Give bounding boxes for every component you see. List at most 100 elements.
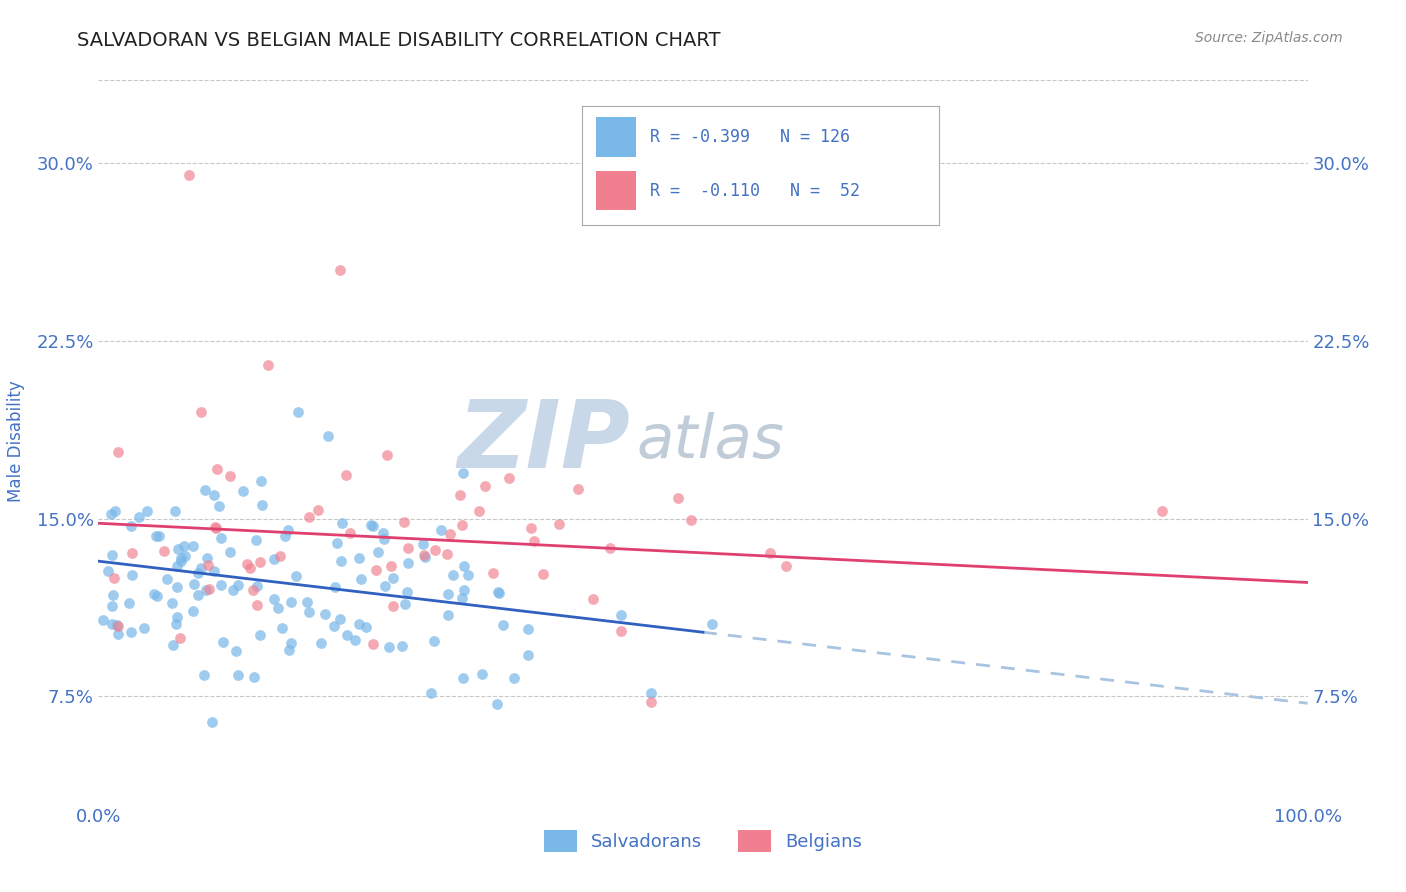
Text: SALVADORAN VS BELGIAN MALE DISABILITY CORRELATION CHART: SALVADORAN VS BELGIAN MALE DISABILITY CO… (77, 31, 721, 50)
Point (170, 550, 193, 565)
Text: atlas: atlas (637, 412, 785, 471)
Point (298, 605, 321, 619)
Point (169, 632, 191, 646)
Point (118, 596, 141, 610)
Point (486, 585, 509, 599)
Point (437, 587, 460, 601)
Point (246, 579, 269, 593)
Point (360, 517, 382, 532)
Text: Source: ZipAtlas.com: Source: ZipAtlas.com (1195, 31, 1343, 45)
Point (548, 517, 571, 532)
Point (430, 524, 453, 538)
Point (97, 564, 120, 578)
Point (488, 586, 510, 600)
Point (380, 559, 402, 574)
Point (307, 503, 329, 517)
Point (263, 592, 285, 607)
Point (91, 613, 114, 627)
Point (179, 168, 201, 182)
Point (567, 482, 589, 496)
Point (225, 644, 247, 658)
Point (205, 462, 228, 476)
Point (107, 627, 129, 641)
Point (146, 589, 169, 603)
Point (329, 262, 352, 277)
Point (202, 565, 225, 579)
Point (166, 541, 188, 556)
Point (436, 607, 458, 622)
Y-axis label: Male Disability: Male Disability (7, 381, 25, 502)
Point (222, 582, 245, 597)
Point (183, 577, 205, 591)
Point (610, 624, 633, 639)
Point (391, 639, 413, 653)
Point (374, 579, 396, 593)
Point (145, 529, 167, 543)
Point (263, 551, 285, 566)
Point (128, 509, 150, 524)
Point (373, 532, 395, 546)
Point (208, 500, 231, 514)
Point (228, 578, 250, 592)
Point (516, 622, 538, 636)
Point (280, 595, 302, 609)
Point (197, 558, 219, 572)
Point (316, 428, 339, 442)
Point (209, 531, 232, 545)
Point (277, 523, 299, 537)
Point (396, 541, 419, 555)
Point (485, 697, 508, 711)
Point (330, 516, 353, 530)
Point (423, 634, 446, 648)
Point (398, 556, 420, 570)
Point (441, 568, 464, 582)
Point (347, 616, 370, 631)
Point (457, 568, 479, 582)
Point (335, 628, 357, 642)
Point (439, 526, 461, 541)
Point (198, 582, 221, 596)
Point (412, 536, 434, 550)
Point (610, 607, 633, 622)
Point (170, 554, 193, 568)
Point (375, 448, 398, 462)
Point (173, 549, 195, 563)
Point (120, 624, 142, 639)
Point (666, 491, 689, 505)
Point (148, 529, 170, 543)
Point (142, 586, 165, 600)
Point (640, 686, 662, 700)
Point (298, 509, 321, 524)
Point (195, 550, 218, 565)
Point (201, 714, 224, 729)
Point (100, 507, 122, 521)
Point (195, 583, 218, 598)
Point (474, 479, 496, 493)
Point (218, 469, 240, 483)
Point (219, 545, 242, 559)
Point (519, 521, 541, 535)
Point (419, 686, 441, 700)
Point (436, 547, 458, 561)
Point (181, 604, 204, 618)
Point (350, 572, 373, 586)
Point (166, 580, 188, 594)
Point (381, 571, 404, 585)
Point (190, 405, 212, 419)
Point (274, 529, 297, 543)
Point (394, 597, 416, 611)
Point (246, 599, 269, 613)
Point (309, 636, 332, 650)
Point (249, 628, 271, 642)
Point (269, 549, 291, 563)
Point (492, 618, 515, 632)
Point (280, 636, 302, 650)
Point (361, 637, 384, 651)
Point (329, 612, 352, 626)
Point (152, 543, 174, 558)
Point (516, 648, 538, 662)
Point (323, 580, 346, 594)
Point (382, 599, 405, 614)
Point (212, 634, 235, 648)
Legend: Salvadorans, Belgians: Salvadorans, Belgians (537, 822, 869, 859)
